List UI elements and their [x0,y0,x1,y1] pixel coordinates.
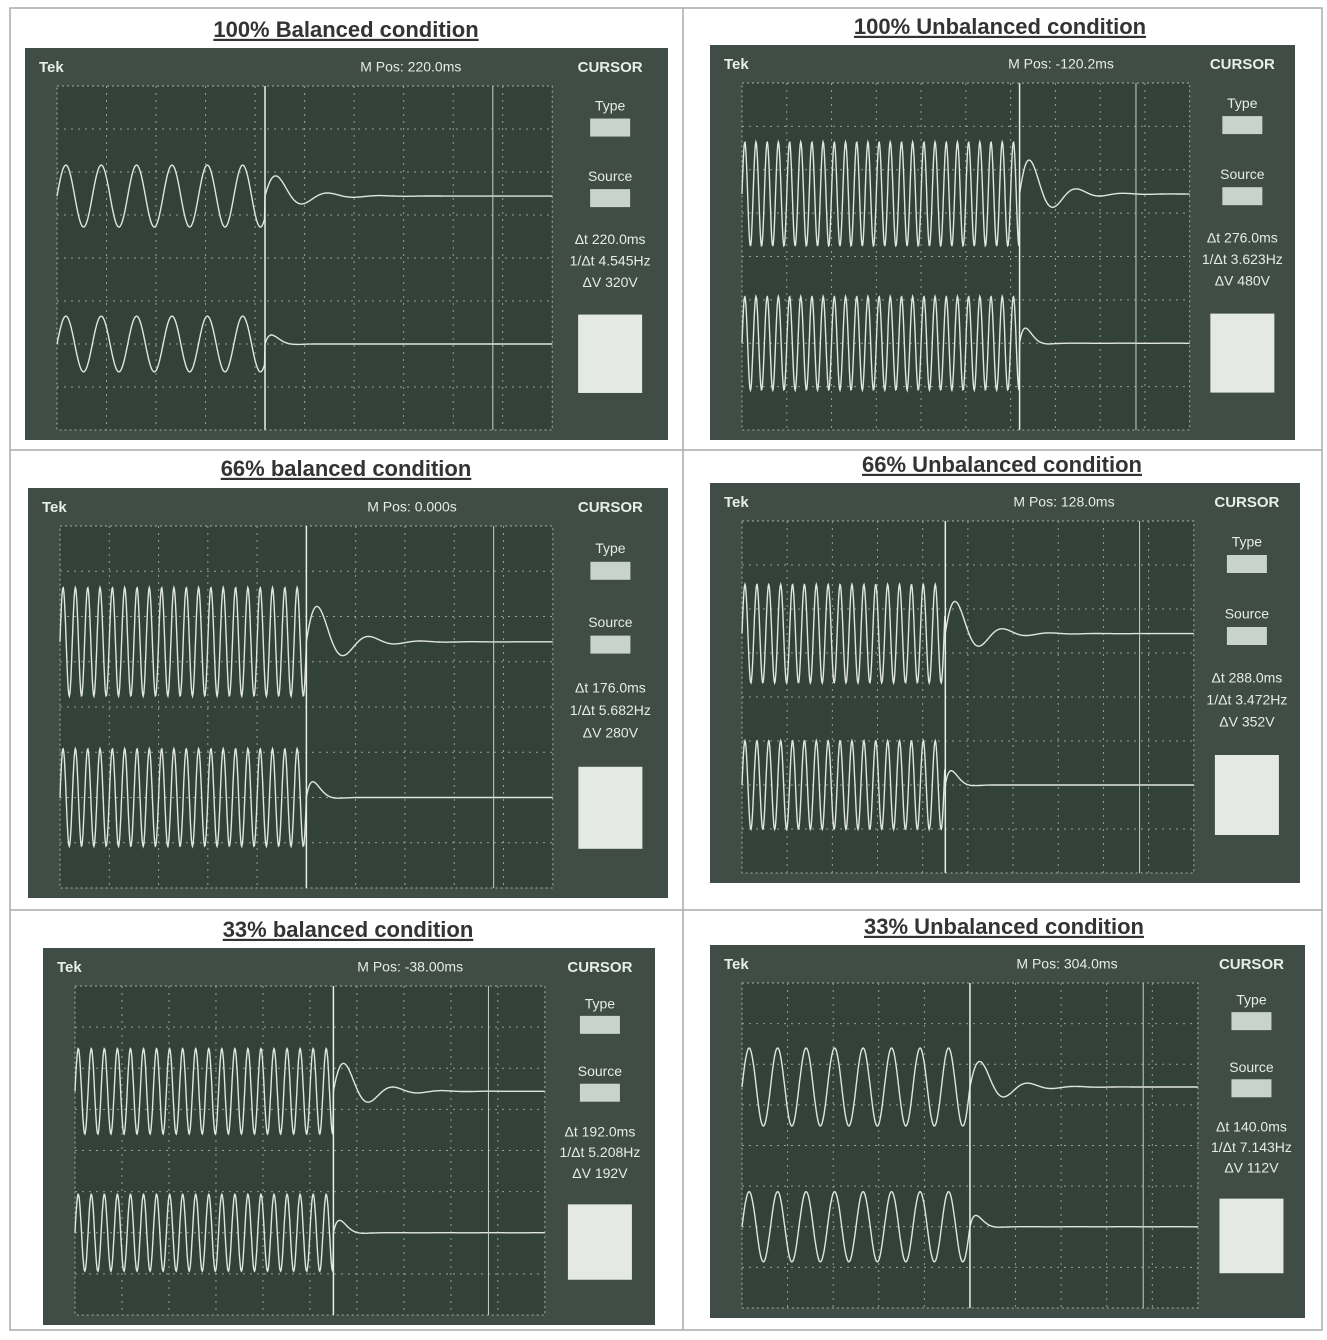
menu-source: Source [1229,1059,1274,1075]
menu-source: Source [588,614,633,630]
menu-box [578,315,642,393]
menu-source: Source [1225,606,1270,622]
cursor-readout: ΔV 192V [572,1165,628,1181]
menu-box [568,1204,632,1279]
menu-box [1215,755,1279,835]
menu-type: Type [1236,992,1267,1008]
scope-brand: Tek [57,959,82,976]
menu-box [1222,187,1262,205]
menu-box [578,767,642,849]
panel-title: 33% balanced condition [223,917,474,942]
scope-brand: Tek [39,59,64,76]
menu-box [1227,555,1267,573]
cursor-readout: Δt 176.0ms [575,680,646,696]
menu-type: Type [1232,534,1263,550]
cursor-readout: Δt 220.0ms [575,231,646,247]
scope-brand: Tek [724,956,749,973]
oscilloscope-screen: Tek M Pos: 220.0ms CURSOR Type Source Δt 220.… [25,48,668,440]
figure: 100% Balanced condition Tek M Pos: 220.0ms… [0,0,1327,1335]
menu-box [1210,314,1274,393]
scope-menu: CURSOR [1210,56,1275,73]
menu-box [1219,1199,1283,1274]
menu-box [580,1016,620,1034]
menu-box [590,189,630,207]
oscilloscope-screen: Tek M Pos: 0.000s CURSOR Type Source Δt 176.0… [28,488,668,898]
cursor-readout: ΔV 280V [583,725,639,741]
cursor-readout: 1/Δt 3.472Hz [1206,692,1287,708]
scope-position: M Pos: 0.000s [367,499,457,515]
menu-type: Type [585,995,616,1011]
scope-menu: CURSOR [1219,956,1284,973]
menu-box [590,636,630,654]
scope-menu: CURSOR [567,959,632,976]
menu-type: Type [595,98,626,114]
oscilloscope-screen: Tek M Pos: -38.00ms CURSOR Type Source Δt 192… [43,948,655,1325]
panel-title: 100% Balanced condition [213,17,478,42]
cursor-readout: 1/Δt 7.143Hz [1211,1139,1292,1155]
cursor-readout: 1/Δt 5.682Hz [570,702,651,718]
cursor-readout: Δt 276.0ms [1207,229,1278,245]
menu-box [1222,116,1262,134]
scope-position: M Pos: -38.00ms [357,959,463,975]
scope-brand: Tek [724,494,749,511]
oscilloscope-screen: Tek M Pos: 128.0ms CURSOR Type Source Δt 288.… [710,483,1300,883]
scope-menu: CURSOR [1214,494,1279,511]
cursor-readout: 1/Δt 4.545Hz [570,252,651,268]
scope-menu: CURSOR [578,59,643,76]
cursor-readout: 1/Δt 5.208Hz [559,1144,640,1160]
menu-box [590,562,630,580]
cursor-readout: 1/Δt 3.623Hz [1202,251,1283,267]
menu-box [1227,627,1267,645]
panel-title: 66% balanced condition [221,456,472,481]
oscilloscope-screen: Tek M Pos: 304.0ms CURSOR Type Source Δt 140.… [710,945,1305,1318]
cursor-readout: ΔV 320V [582,274,638,290]
menu-source: Source [1220,166,1265,182]
menu-type: Type [595,540,626,556]
scope-position: M Pos: 304.0ms [1016,956,1117,972]
menu-source: Source [588,168,633,184]
scope-position: M Pos: 128.0ms [1013,494,1114,510]
cursor-readout: ΔV 352V [1219,714,1275,730]
scope-brand: Tek [42,499,67,516]
cursor-readout: Δt 140.0ms [1216,1118,1287,1134]
menu-type: Type [1227,95,1258,111]
menu-box [1231,1012,1271,1030]
menu-box [1231,1079,1271,1097]
scope-menu: CURSOR [578,499,643,516]
oscilloscope-screen: Tek M Pos: -120.2ms CURSOR Type Source Δt 276… [710,45,1295,440]
cursor-readout: Δt 192.0ms [565,1123,636,1139]
cursor-readout: ΔV 480V [1215,273,1271,289]
panel-title: 33% Unbalanced condition [864,914,1144,939]
panel-title: 66% Unbalanced condition [862,452,1142,477]
cursor-readout: ΔV 112V [1224,1160,1279,1176]
panel-title: 100% Unbalanced condition [854,14,1146,39]
scope-position: M Pos: -120.2ms [1008,56,1114,72]
scope-brand: Tek [724,56,749,73]
scope-position: M Pos: 220.0ms [360,59,461,75]
menu-box [590,119,630,137]
menu-source: Source [578,1063,623,1079]
menu-box [580,1084,620,1102]
cursor-readout: Δt 288.0ms [1211,670,1282,686]
